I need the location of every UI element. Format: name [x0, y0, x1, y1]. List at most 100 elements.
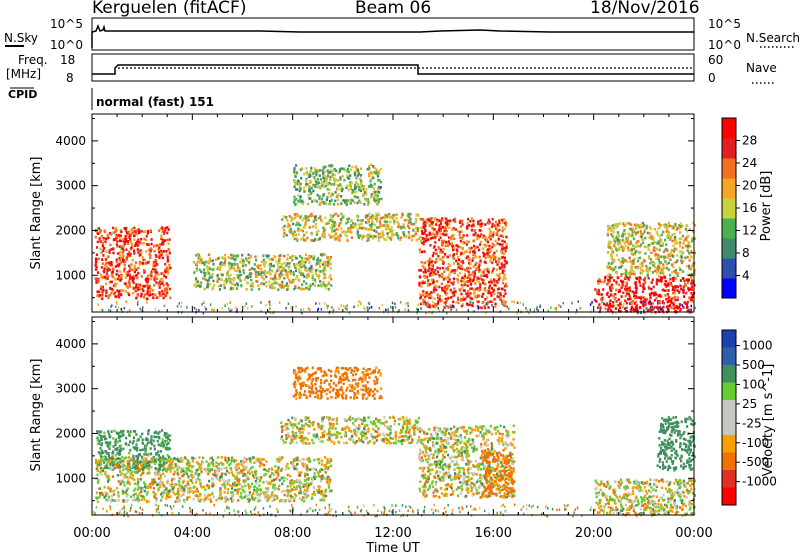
data-cell: [319, 475, 322, 478]
data-cell: [232, 283, 236, 286]
data-cell: [111, 468, 114, 471]
freq-left-label-2: [MHz]: [6, 67, 41, 81]
data-cell: [501, 287, 504, 291]
data-cell: [278, 254, 281, 258]
data-cell: [228, 266, 231, 269]
data-cell: [319, 186, 322, 190]
data-cell: [668, 281, 671, 285]
data-cell: [238, 462, 241, 466]
freq-panel: Freq. [MHz] 18 8 60 0 Nave: [6, 53, 777, 85]
data-cell: [147, 453, 150, 457]
data-cell: [128, 279, 131, 283]
data-cell: [269, 272, 272, 276]
data-cell: [394, 306, 397, 309]
data-cell: [376, 216, 379, 220]
data-cell: [384, 213, 387, 217]
data-cell: [329, 226, 333, 230]
data-cell: [337, 235, 340, 239]
data-cell: [223, 279, 226, 283]
data-cell: [614, 296, 617, 300]
data-cell: [444, 301, 447, 304]
data-cell: [610, 289, 613, 292]
noise-sky-series: [91, 23, 694, 48]
data-cell: [653, 265, 656, 268]
data-cell: [669, 253, 672, 256]
data-cell: [625, 310, 628, 313]
data-cell: [204, 306, 206, 309]
data-cell: [257, 284, 260, 287]
data-cell: [631, 231, 634, 234]
data-cell: [347, 227, 350, 230]
data-cell: [238, 277, 241, 280]
data-cell: [378, 179, 381, 182]
data-cell: [678, 309, 681, 313]
data-cell: [499, 257, 502, 261]
data-cell: [415, 238, 418, 242]
data-cell: [428, 305, 432, 309]
data-cell: [618, 283, 621, 287]
data-cell: [637, 244, 640, 248]
data-cell: [98, 231, 102, 234]
data-cell: [613, 259, 616, 263]
data-cell: [144, 463, 148, 466]
data-cell: [105, 264, 108, 267]
data-cell: [493, 280, 496, 284]
data-cell: [100, 438, 103, 442]
data-cell: [112, 284, 116, 287]
data-cell: [331, 306, 333, 309]
data-cell: [440, 224, 443, 228]
data-cell: [454, 220, 457, 224]
data-cell: [241, 264, 245, 268]
data-cell: [423, 237, 426, 241]
data-cell: [199, 259, 202, 262]
data-cell: [146, 284, 149, 287]
data-cell: [296, 179, 299, 183]
data-cell: [630, 266, 633, 270]
data-cell: [431, 264, 434, 267]
data-cell: [332, 169, 335, 173]
data-cell: [189, 486, 192, 490]
data-cell: [294, 182, 297, 186]
data-cell: [201, 261, 204, 265]
data-cell: [310, 270, 313, 274]
data-cell: [489, 247, 492, 251]
data-cell: [278, 273, 281, 277]
data-cell: [137, 238, 140, 242]
data-cell: [624, 232, 627, 236]
data-cell: [155, 281, 158, 284]
data-cell: [671, 239, 674, 243]
data-cell: [151, 289, 154, 292]
data-cell: [659, 255, 662, 259]
data-cell: [234, 466, 237, 469]
data-cell: [630, 307, 633, 311]
data-cell: [436, 293, 439, 296]
data-cell: [617, 240, 620, 243]
data-cell: [110, 305, 112, 308]
data-cell: [123, 264, 126, 267]
data-cell: [683, 279, 686, 283]
data-cell: [117, 292, 120, 296]
data-cell: [488, 227, 491, 231]
data-cell: [632, 244, 635, 248]
data-cell: [625, 285, 629, 288]
data-cell: [217, 266, 220, 269]
data-cell: [95, 461, 98, 465]
data-cell: [288, 279, 291, 283]
data-cell: [674, 295, 677, 299]
data-cell: [152, 439, 155, 443]
data-cell: [453, 291, 456, 294]
data-cell: [114, 238, 117, 241]
data-cell: [131, 474, 135, 477]
data-cell: [468, 294, 471, 298]
data-cell: [488, 286, 491, 290]
data-cell: [498, 243, 502, 246]
data-cell: [466, 221, 469, 225]
data-cell: [358, 300, 360, 303]
data-cell: [106, 233, 109, 237]
data-cell: [628, 227, 632, 231]
data-cell: [624, 240, 627, 243]
data-cell: [373, 182, 376, 186]
data-cell: [622, 280, 625, 283]
data-cell: [327, 203, 330, 206]
data-cell: [513, 300, 515, 304]
